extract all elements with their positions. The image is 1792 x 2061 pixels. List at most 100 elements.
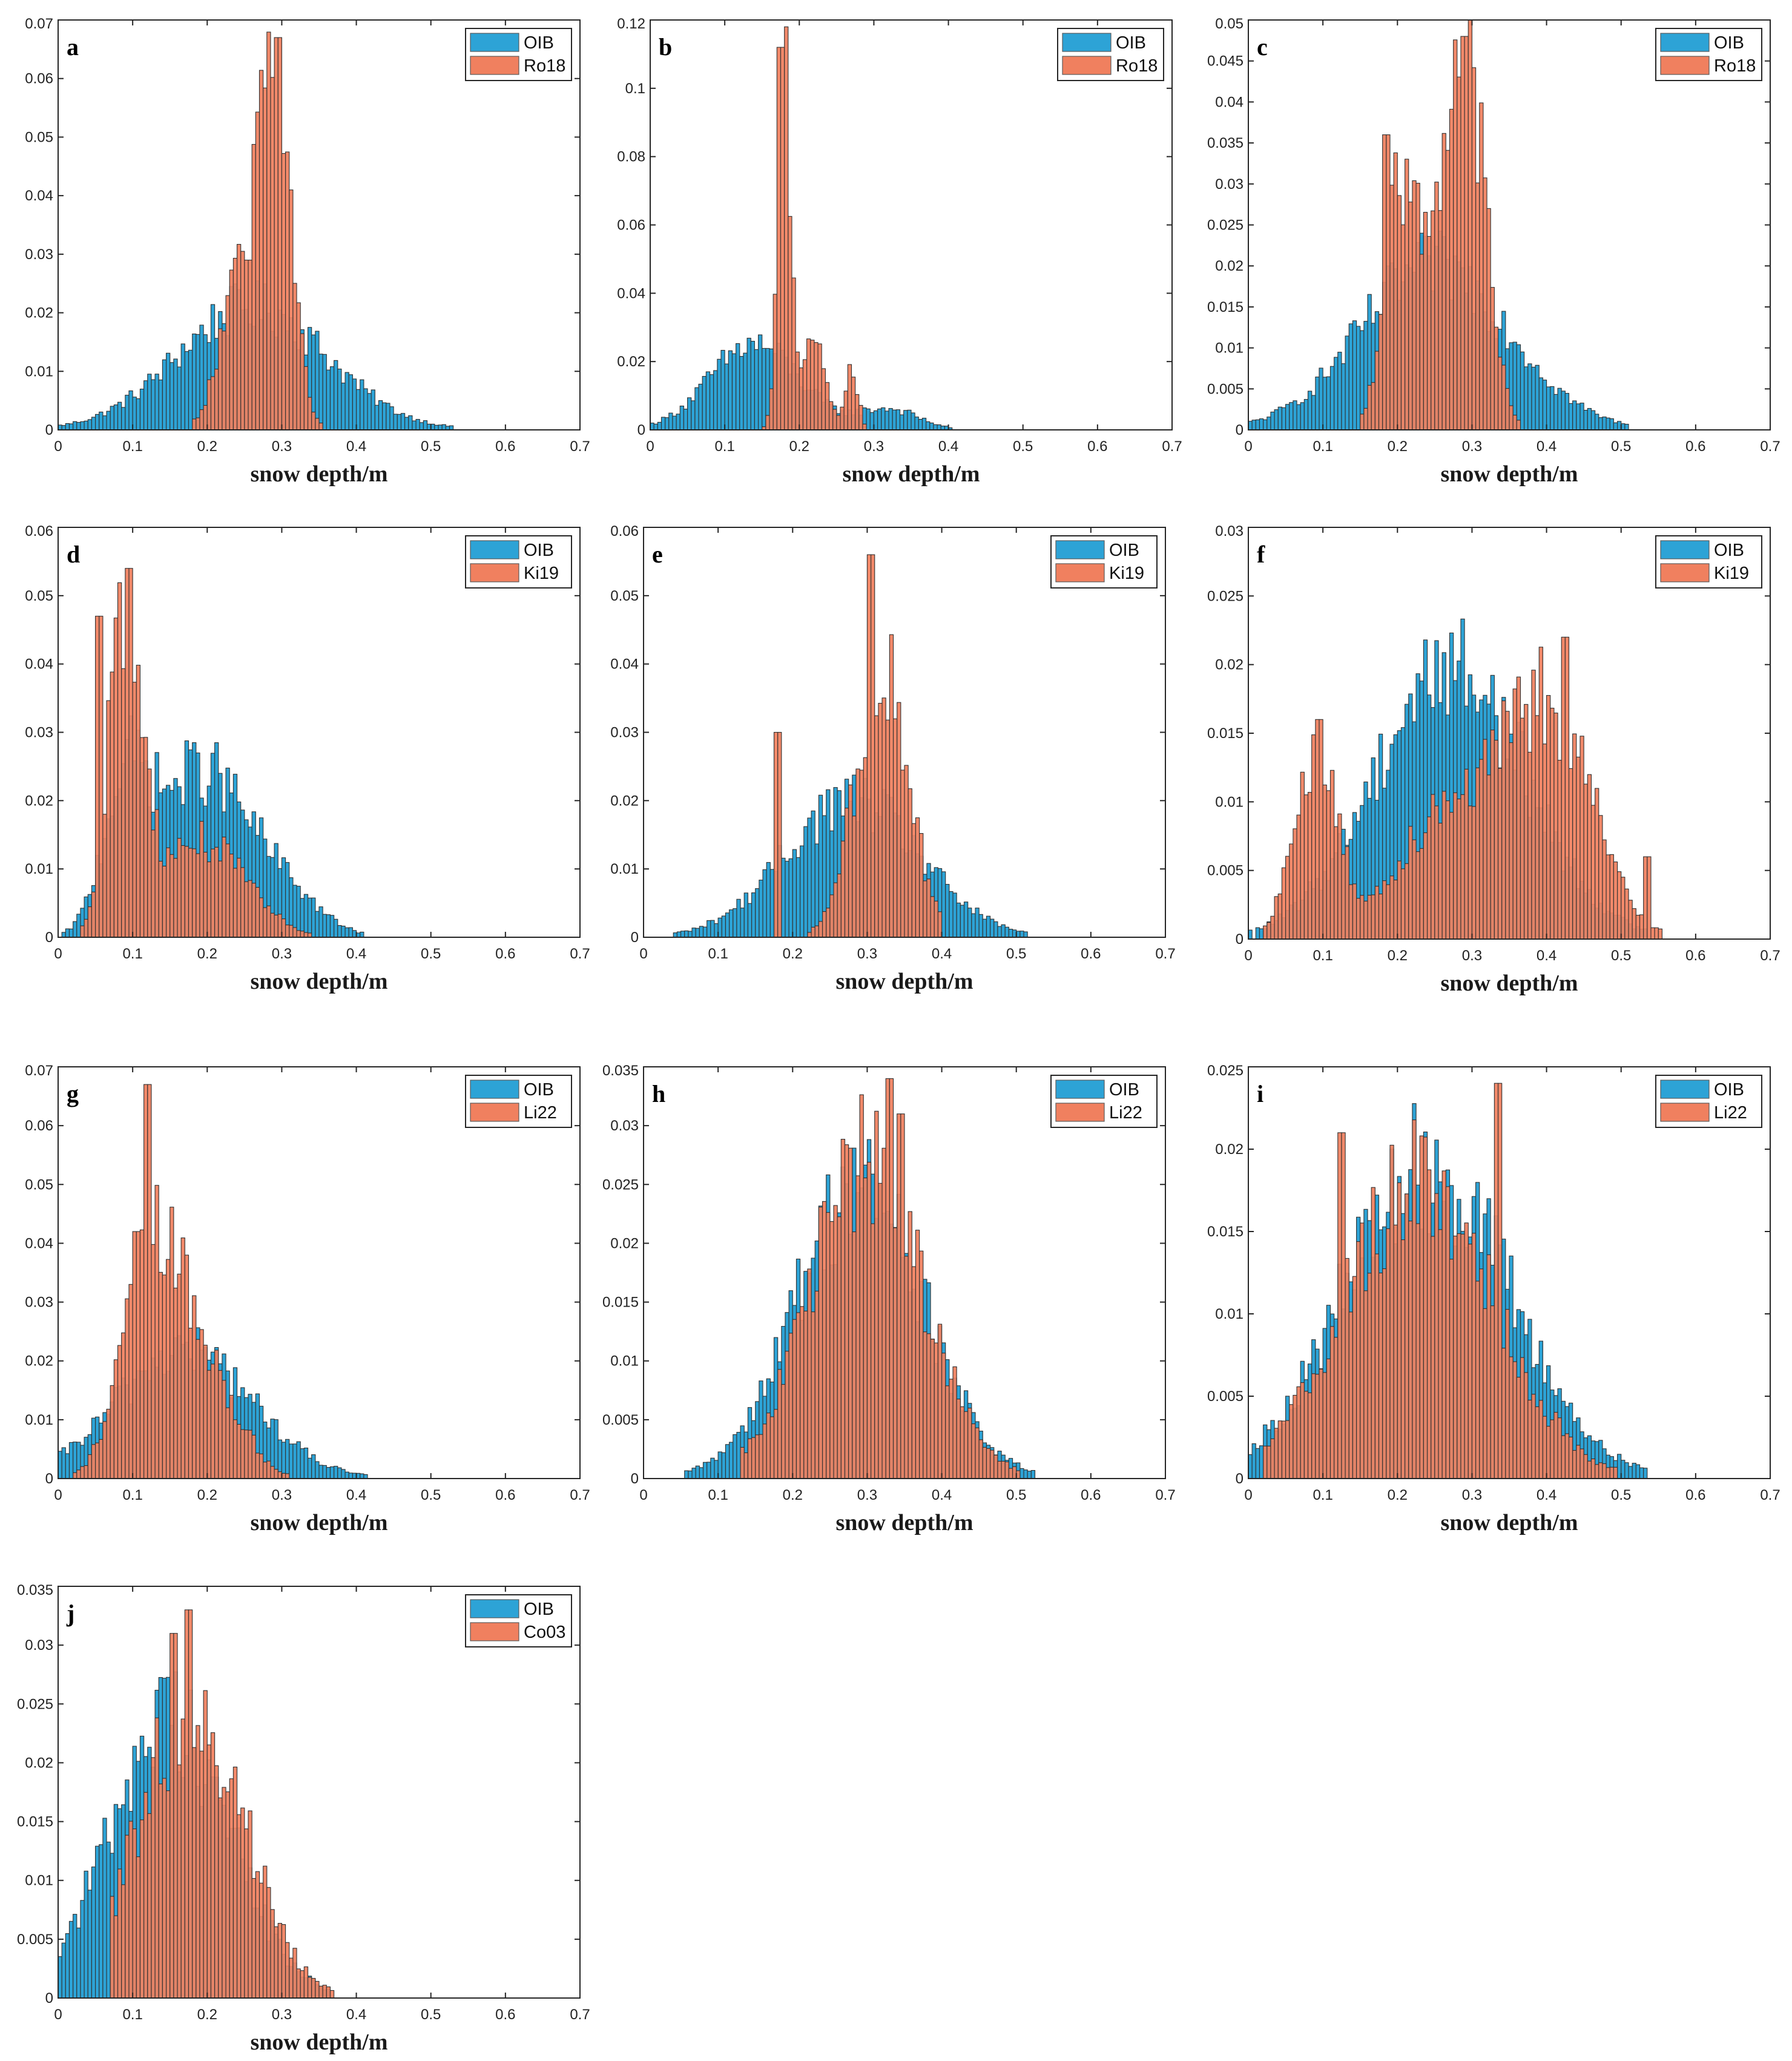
bar-ki19: [1293, 828, 1297, 940]
bar-li22: [1520, 1357, 1525, 1479]
bar-co03: [315, 1980, 320, 1999]
bar-li22: [769, 1416, 775, 1479]
bar-li22: [1374, 1253, 1380, 1479]
bar-oib: [759, 879, 763, 938]
bar-oib: [691, 400, 696, 430]
bar-ki19: [1606, 854, 1610, 940]
bar-li22: [1315, 1374, 1320, 1479]
bar-ki19: [1557, 759, 1562, 940]
bar-li22: [154, 1185, 159, 1479]
bar-oib: [136, 398, 141, 430]
x-tick-label: 0: [639, 946, 647, 962]
bar-oib: [1572, 400, 1577, 430]
bar-oib: [1613, 422, 1618, 430]
bar-oib: [371, 389, 375, 430]
bar-oib: [315, 1461, 320, 1479]
bar-oib: [1300, 402, 1305, 430]
bar-oib: [1311, 395, 1316, 430]
bar-ki19: [826, 908, 831, 938]
bar-ro18: [236, 243, 242, 430]
bar-oib: [143, 380, 148, 430]
bar-li22: [106, 1408, 111, 1479]
bar-ro18: [1509, 405, 1514, 430]
bar-oib: [196, 334, 200, 430]
legend: OIB Li22: [1655, 1075, 1762, 1128]
bar-oib: [65, 423, 70, 430]
bar-oib: [710, 1457, 715, 1479]
bar-ro18: [1490, 287, 1495, 430]
bar-oib: [292, 1443, 297, 1479]
bar-ki19: [1382, 880, 1387, 940]
bar-ki19: [881, 697, 886, 938]
bar-oib: [725, 912, 730, 938]
y-tick-label: 0.005: [1207, 1388, 1244, 1405]
bar-oib: [1643, 1468, 1648, 1479]
bar-ro18: [292, 283, 297, 430]
bar-oib: [781, 857, 786, 938]
bar-ki19: [180, 845, 185, 938]
bar-oib: [404, 417, 409, 430]
bar-ki19: [1348, 884, 1353, 940]
bar-ki19: [307, 932, 312, 938]
bar-ki19: [863, 757, 868, 938]
legend: OIB Li22: [465, 1075, 572, 1128]
bar-li22: [1363, 1290, 1368, 1479]
x-tick-label: 0.3: [272, 1487, 292, 1503]
bar-ro18: [1453, 39, 1458, 430]
x-tick-label: 0.2: [1388, 948, 1408, 964]
bar-ki19: [885, 719, 890, 938]
legend: OIB Co03: [465, 1594, 572, 1647]
y-tick-label: 0: [45, 1471, 53, 1487]
bar-ki19: [1647, 856, 1652, 940]
bar-li22: [1296, 1386, 1301, 1479]
bar-li22: [143, 1084, 148, 1479]
bar-ro18: [259, 70, 264, 430]
bar-oib: [918, 418, 923, 430]
bar-oib: [177, 366, 182, 430]
x-tick-label: 0.4: [346, 438, 366, 455]
bar-li22: [121, 1332, 126, 1479]
bar-ro18: [1363, 407, 1368, 430]
bar-oib: [914, 417, 919, 430]
bar-oib: [147, 374, 152, 430]
x-tick-label: 0.6: [1081, 946, 1101, 962]
legend: OIB Ki19: [1655, 535, 1762, 589]
y-tick-label: 0.015: [1207, 299, 1244, 315]
bar-ki19: [222, 836, 226, 938]
y-tick-label: 0.045: [1207, 53, 1244, 70]
bar-co03: [139, 1819, 145, 1999]
bar-oib: [397, 414, 402, 430]
bar-ro18: [240, 251, 245, 430]
bar-ki19: [1643, 856, 1648, 940]
bar-oib: [672, 415, 677, 430]
legend-label-oib: OIB: [1116, 33, 1146, 53]
bar-oib: [348, 374, 353, 430]
bar-li22: [1460, 1233, 1465, 1479]
bar-oib: [1255, 419, 1260, 430]
x-tick-label: 0.5: [1611, 948, 1631, 964]
x-axis-label: snow depth/m: [251, 969, 388, 994]
bar-ro18: [1460, 36, 1465, 430]
bar-ro18: [248, 259, 252, 430]
bar-li22: [1300, 1382, 1305, 1479]
bar-ki19: [177, 838, 182, 938]
legend-swatch-li22: [1660, 1103, 1710, 1122]
bar-oib: [721, 915, 726, 938]
y-tick-label: 0.02: [1215, 1141, 1244, 1158]
bar-oib: [311, 897, 316, 938]
bar-ki19: [840, 840, 846, 938]
bar-oib: [73, 1914, 77, 1999]
bar-li22: [1434, 1193, 1439, 1479]
bar-li22: [1542, 1416, 1547, 1479]
bar-oib: [803, 826, 808, 938]
bar-oib: [1263, 419, 1268, 430]
bar-oib: [733, 1434, 737, 1479]
bar-ki19: [1363, 900, 1368, 940]
bar-ro18: [795, 351, 800, 430]
bar-li22: [1471, 1233, 1477, 1479]
bar-oib: [95, 414, 100, 430]
bar-li22: [796, 1312, 801, 1479]
bar-ro18: [300, 333, 305, 430]
bar-li22: [871, 1223, 875, 1479]
bar-li22: [885, 1078, 890, 1479]
